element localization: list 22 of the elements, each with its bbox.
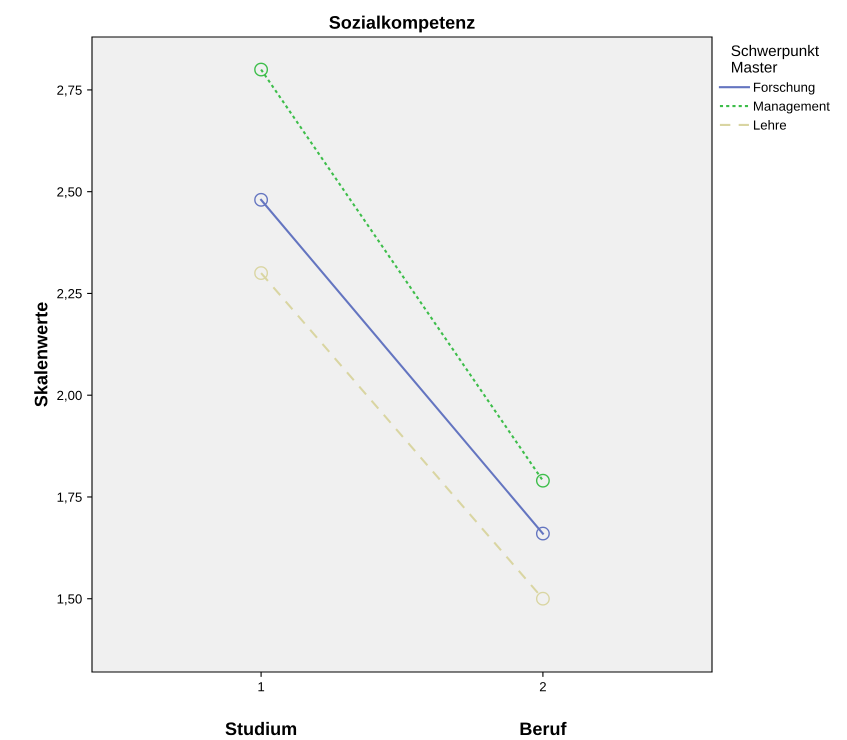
y-tick-label: 2,00 (57, 390, 82, 402)
point (536, 526, 550, 541)
y-axis-title: Skalenwerte (34, 302, 48, 407)
x-tick-label: 2 (540, 682, 546, 692)
legend-label: Lehre (754, 120, 786, 130)
x-tick-label: 1 (258, 682, 264, 692)
y-tick-label: 1,50 (58, 594, 82, 606)
point (536, 592, 550, 606)
point (254, 266, 268, 280)
text: Beruf (520, 722, 567, 736)
legend-title: Schwerpunkt Master (731, 44, 819, 73)
point (536, 474, 550, 488)
y-tick-label: 2,75 (57, 85, 82, 96)
text: Studium (226, 722, 296, 736)
point (254, 192, 268, 207)
chart-title: Sozialkompetenz (329, 16, 475, 32)
legend-label: Forschung (754, 82, 814, 95)
point (254, 62, 268, 77)
y-tick-label: 1,75 (58, 492, 82, 504)
y-tick-label: 2,50 (57, 187, 82, 198)
y-tick-label: 2,25 (57, 289, 82, 300)
legend-label: Management (754, 102, 830, 114)
